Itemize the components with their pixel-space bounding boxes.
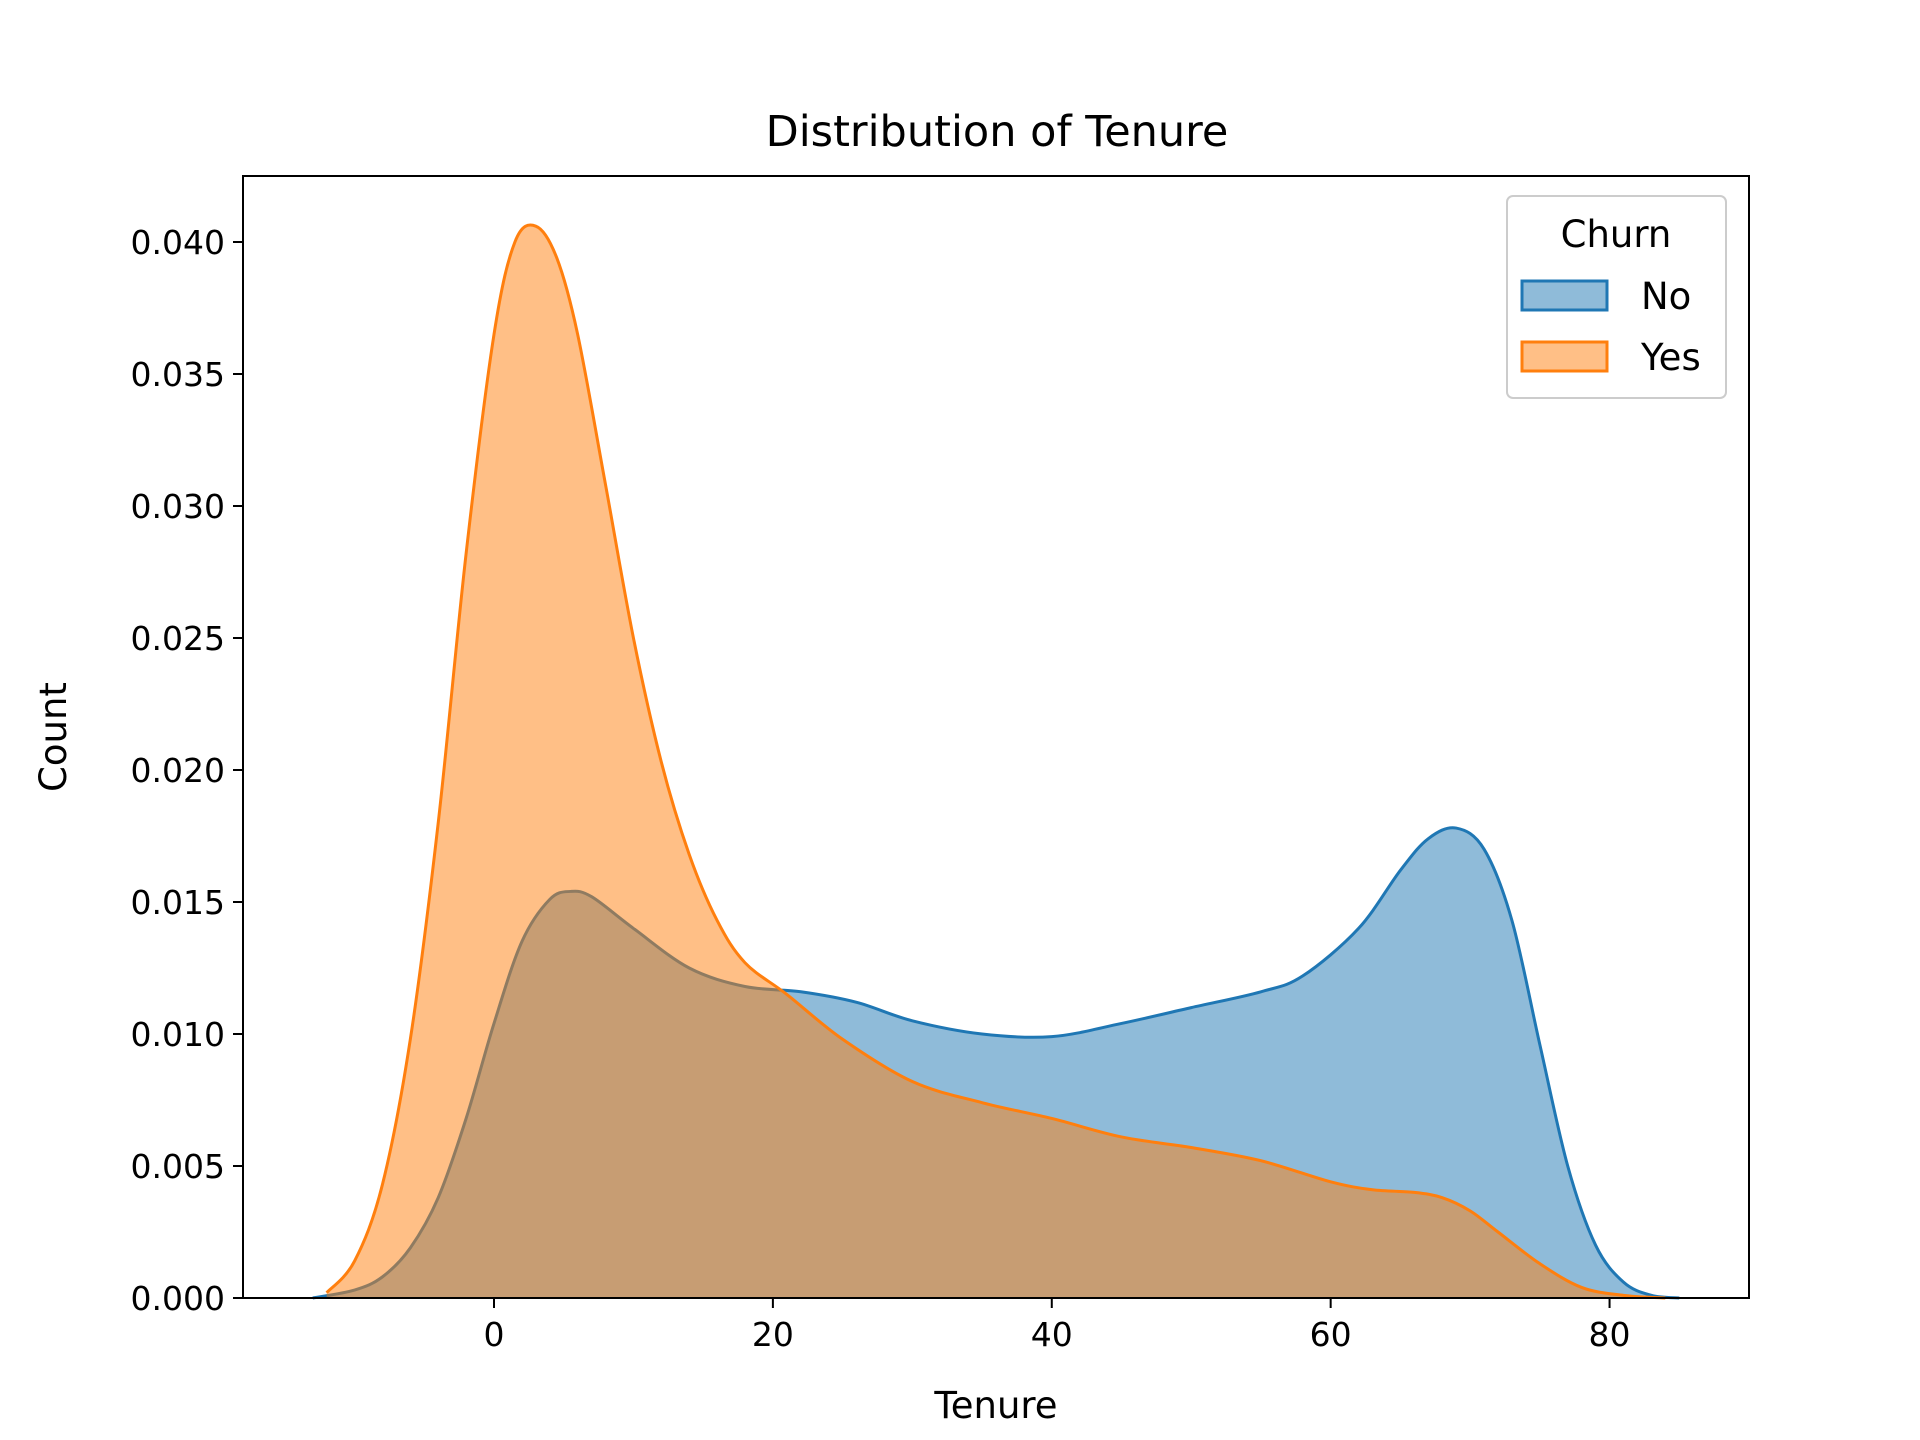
legend-label-no: No xyxy=(1641,275,1691,318)
plot-frame xyxy=(242,175,1750,1299)
x-tick-label: 40 xyxy=(1031,1315,1073,1354)
y-tick-label: 0.000 xyxy=(131,1279,225,1318)
legend-swatch-no xyxy=(1520,279,1609,312)
series-layer xyxy=(312,223,1680,1300)
y-tick-label: 0.030 xyxy=(131,487,225,526)
y-tick-label: 0.005 xyxy=(131,1147,225,1186)
y-tick-label: 0.020 xyxy=(131,751,225,790)
series-area-yes xyxy=(326,224,1666,1299)
y-axis: 0.000 0.005 0.010 0.015 0.020 0.025 0.030 0.035… xyxy=(131,223,243,1318)
y-tick-label: 0.040 xyxy=(131,223,225,262)
legend-swatch-yes xyxy=(1520,340,1609,373)
x-tick-label: 0 xyxy=(484,1315,505,1354)
y-axis-label: Count xyxy=(32,682,75,792)
legend: Churn No Yes xyxy=(1506,195,1727,399)
x-tick-label: 60 xyxy=(1310,1315,1352,1354)
legend-label-yes: Yes xyxy=(1640,336,1701,379)
y-tick-label: 0.025 xyxy=(131,619,225,658)
x-tick-label: 80 xyxy=(1589,1315,1631,1354)
x-axis: 0 20 40 60 80 xyxy=(484,1298,1631,1354)
y-tick-label: 0.015 xyxy=(131,883,225,922)
x-axis-label: Tenure xyxy=(933,1384,1057,1427)
series-line-yes xyxy=(325,223,1666,1300)
chart-title: Distribution of Tenure xyxy=(766,107,1229,157)
x-tick-label: 20 xyxy=(752,1315,794,1354)
legend-title: Churn xyxy=(1561,213,1672,256)
y-tick-label: 0.010 xyxy=(131,1015,225,1054)
y-tick-label: 0.035 xyxy=(131,355,225,394)
